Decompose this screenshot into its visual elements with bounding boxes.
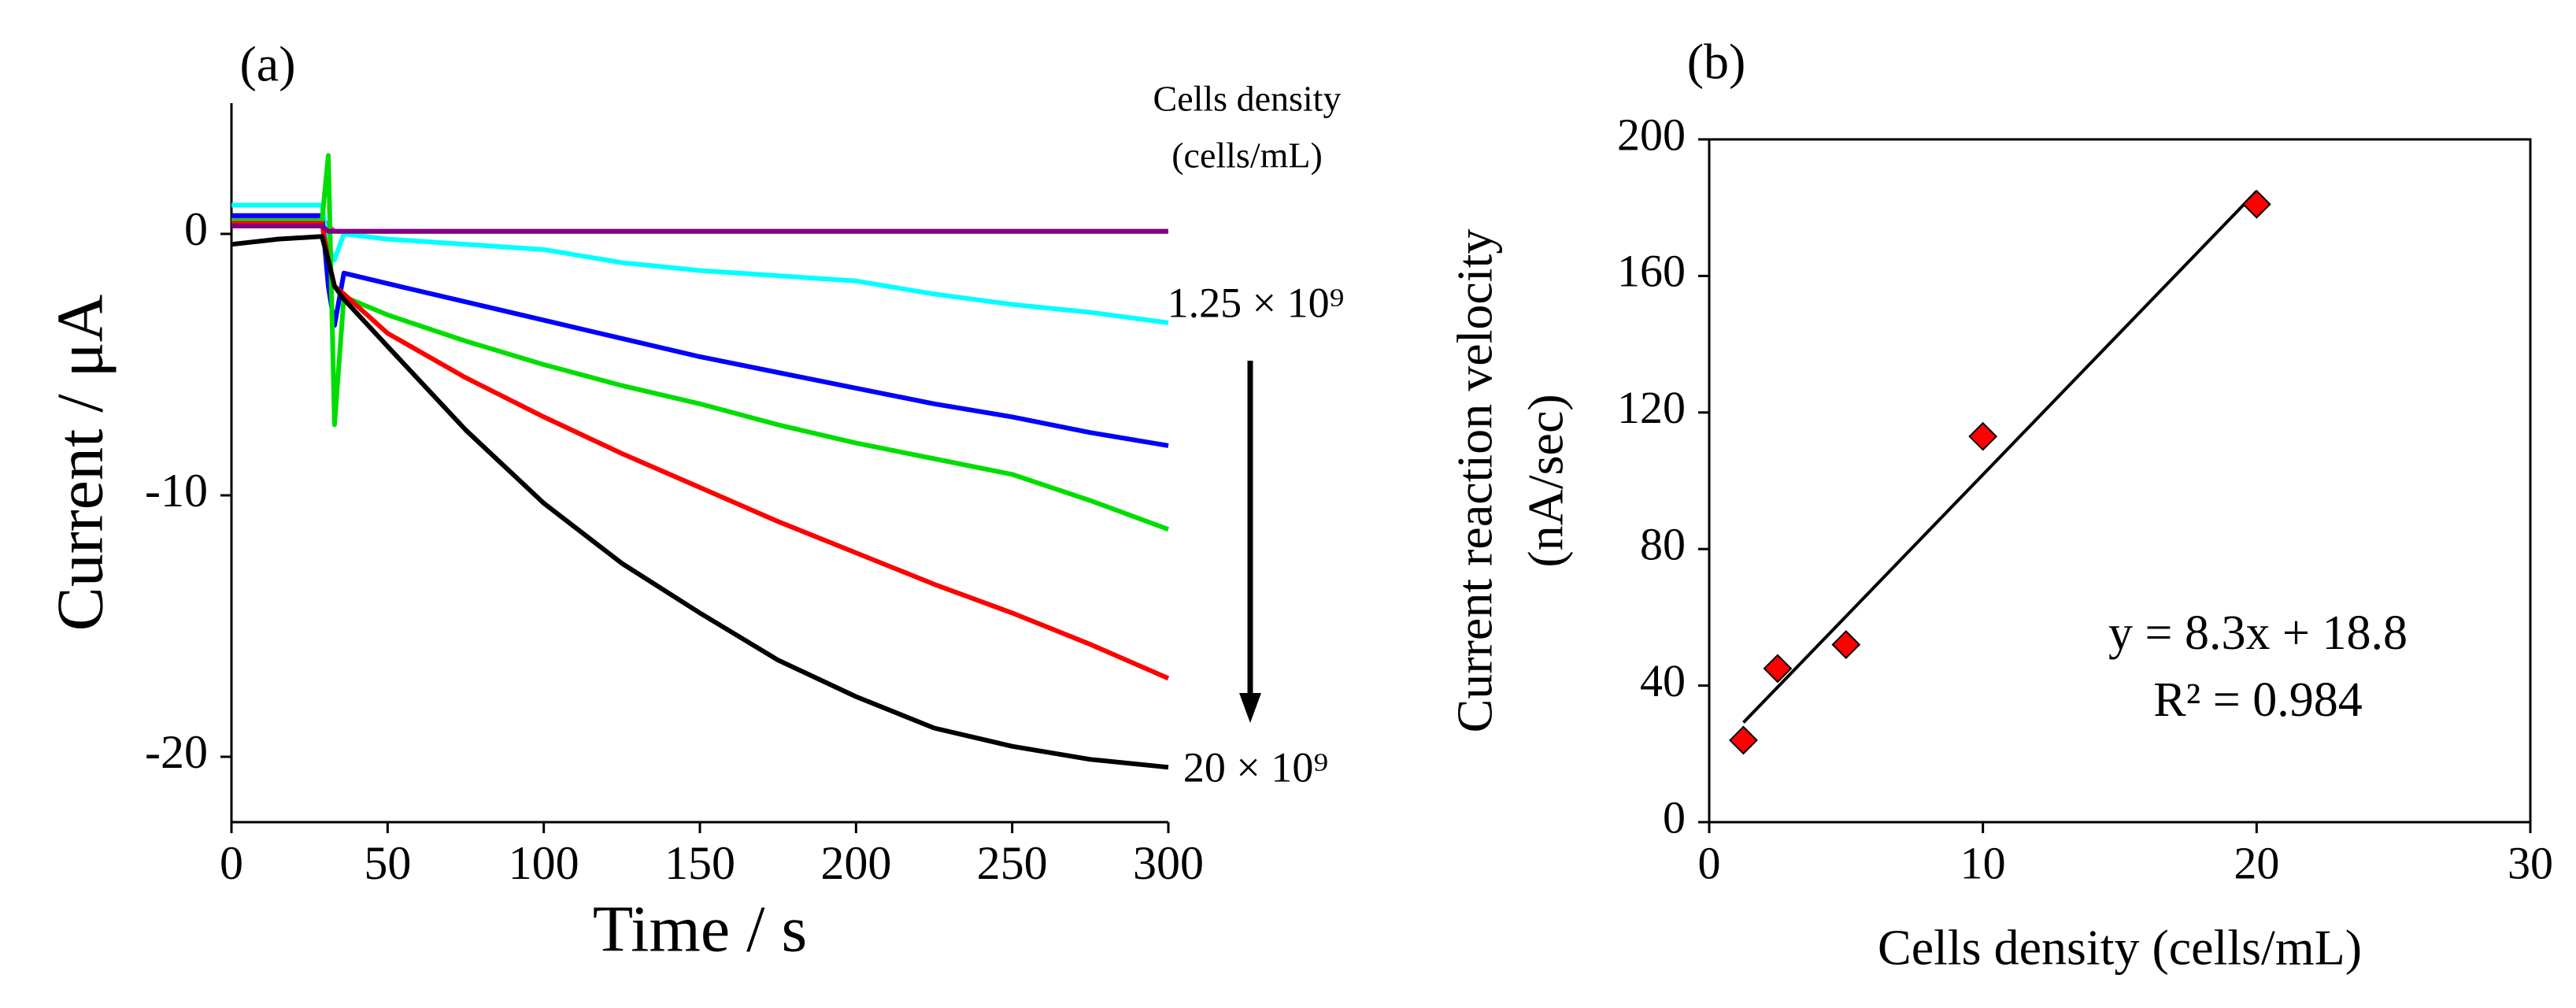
- panel-label: (a): [239, 36, 295, 92]
- data-point: [1831, 630, 1861, 659]
- data-point: [1968, 421, 1998, 451]
- y-axis-label: Current / μA: [43, 294, 117, 631]
- y-tick-label: 80: [1640, 519, 1686, 570]
- data-line: [231, 220, 1170, 681]
- x-tick-label: 300: [1133, 837, 1204, 889]
- annotation: Cells density: [1153, 79, 1342, 119]
- annotation: y = 8.3x + 18.8: [2108, 606, 2408, 660]
- y-tick-label: 200: [1617, 109, 1686, 160]
- x-axis-label: Time / s: [593, 892, 807, 965]
- plot-frame: [1708, 138, 2532, 824]
- y-tick-label: -10: [145, 465, 208, 517]
- annotation: R² = 0.984: [2153, 673, 2362, 727]
- y-tick-label: 0: [1663, 791, 1686, 843]
- data-point: [1729, 725, 1758, 755]
- y-axis-label: (nA/sec): [1518, 394, 1574, 567]
- annotation: (cells/mL): [1171, 135, 1323, 176]
- x-tick-label: 100: [509, 837, 579, 889]
- x-tick-label: 50: [364, 837, 411, 889]
- x-tick-label: 10: [1960, 837, 2006, 888]
- data-line: [231, 234, 1169, 770]
- x-tick-label: 150: [664, 837, 735, 889]
- y-axis-label: Current reaction velocity: [1447, 229, 1503, 733]
- trendline: [1742, 190, 2258, 724]
- data-line: [231, 213, 1169, 448]
- annotation: 1.25 × 10⁹: [1168, 279, 1345, 326]
- y-tick-label: -20: [145, 726, 208, 778]
- x-tick-label: 200: [820, 837, 891, 889]
- panel-label: (b): [1687, 34, 1746, 90]
- x-axis-label: Cells density (cells/mL): [1878, 920, 2362, 976]
- y-tick-label: 40: [1640, 655, 1686, 706]
- x-tick-label: 20: [2234, 837, 2279, 888]
- y-tick-label: 120: [1617, 382, 1686, 433]
- data-line: [231, 153, 1170, 532]
- data-point: [2241, 189, 2271, 219]
- arrow-head: [1239, 693, 1261, 723]
- data-line: [231, 224, 1168, 234]
- annotation: 20 × 10⁹: [1183, 743, 1328, 791]
- data-point: [1763, 654, 1793, 684]
- x-tick-label: 30: [2508, 837, 2553, 888]
- y-tick-label: 0: [184, 203, 208, 255]
- data-line: [231, 202, 1169, 325]
- x-tick-label: 250: [977, 837, 1048, 889]
- x-tick-label: 0: [1698, 837, 1721, 888]
- x-tick-label: 0: [220, 837, 243, 889]
- y-tick-label: 160: [1617, 246, 1686, 297]
